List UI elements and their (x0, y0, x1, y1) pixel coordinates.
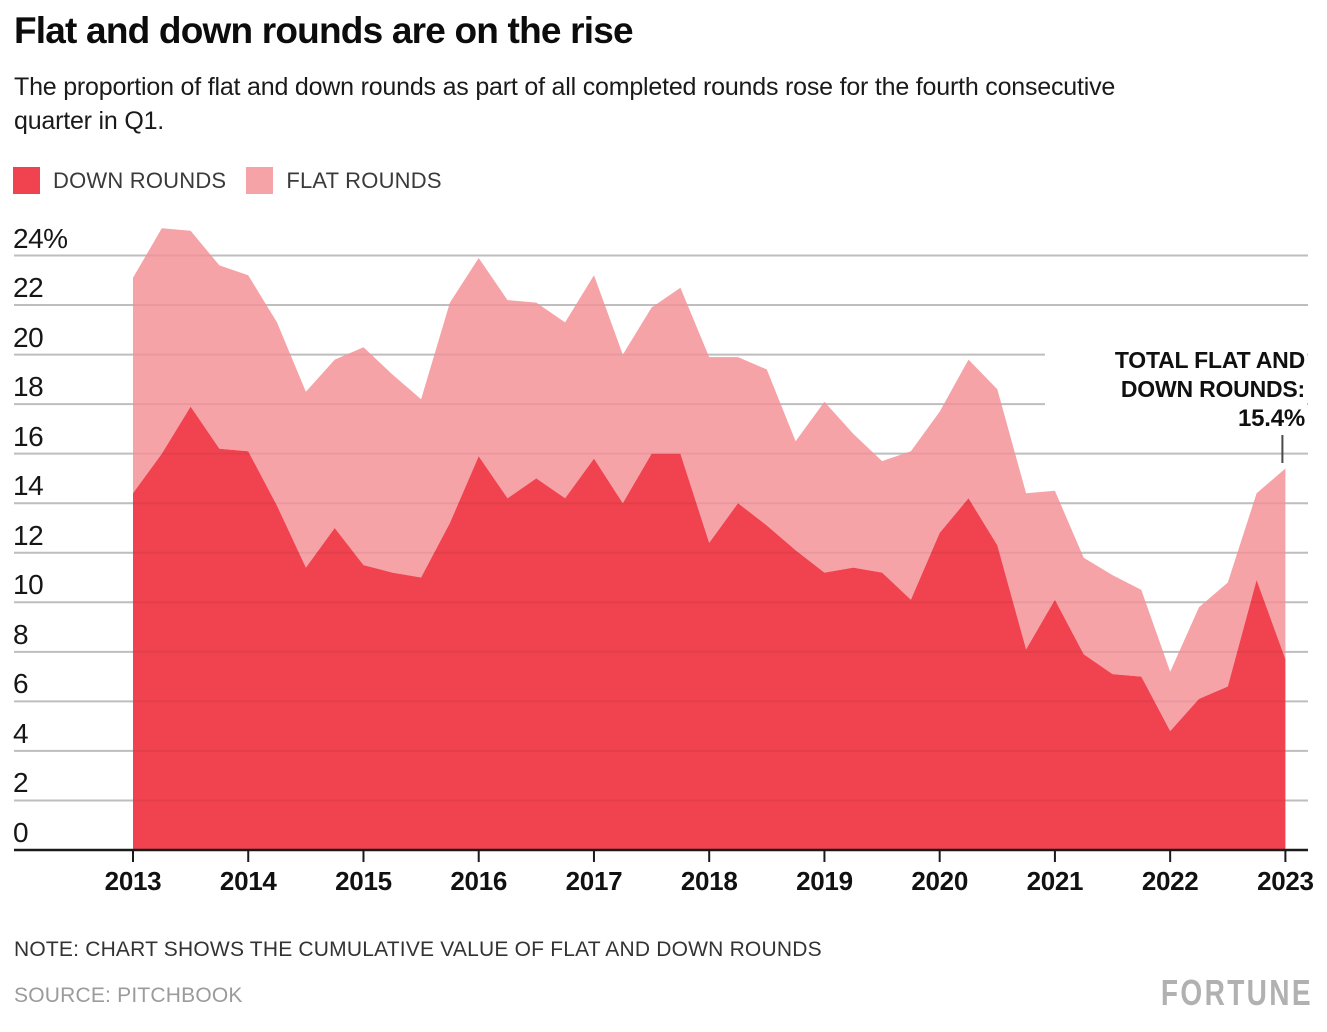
fortune-logo: FORTUNE (1160, 972, 1313, 1013)
legend-item-down-rounds: DOWN ROUNDS (13, 167, 226, 194)
x-tick-label: 2020 (911, 866, 968, 896)
x-tick-label: 2016 (450, 866, 508, 896)
y-tick-label: 12 (13, 519, 44, 551)
y-tick-label: 24% (13, 222, 68, 254)
x-tick-label: 2023 (1257, 866, 1314, 896)
x-tick-label: 2021 (1026, 866, 1084, 896)
legend-label: DOWN ROUNDS (53, 167, 227, 193)
down-rounds-area (133, 406, 1286, 850)
y-tick-label: 6 (13, 668, 29, 700)
x-tick-label: 2022 (1141, 866, 1199, 896)
y-tick-label: 18 (13, 371, 44, 403)
down-rounds-swatch (13, 167, 40, 194)
chart-legend: DOWN ROUNDS FLAT ROUNDS (13, 167, 462, 194)
source-credit: SOURCE: PITCHBOOK (14, 984, 243, 1007)
y-tick-label: 4 (13, 717, 29, 749)
y-tick-label: 22 (13, 272, 44, 304)
y-tick-label: 2 (13, 767, 29, 799)
total-annotation: TOTAL FLAT AND DOWN ROUNDS: 15.4% (1045, 344, 1307, 435)
annotation-line-2: DOWN ROUNDS: (1120, 376, 1305, 402)
annotation-line-1: TOTAL FLAT AND (1114, 347, 1305, 373)
y-tick-label: 14 (13, 470, 44, 502)
y-tick-label: 8 (13, 618, 29, 650)
x-tick-label: 2013 (104, 866, 162, 896)
y-tick-label: 16 (13, 420, 44, 452)
annotation-value: 15.4% (1237, 405, 1305, 432)
x-tick-label: 2019 (796, 866, 853, 896)
x-tick-label: 2014 (219, 866, 277, 896)
footnote: NOTE: CHART SHOWS THE CUMULATIVE VALUE O… (14, 938, 822, 961)
x-tick-label: 2015 (335, 866, 392, 896)
legend-label: FLAT ROUNDS (286, 167, 442, 193)
page-title: Flat and down rounds are on the rise (14, 10, 634, 51)
y-tick-label: 20 (13, 321, 44, 353)
flat-rounds-area (133, 228, 1286, 732)
y-tick-label: 10 (13, 569, 44, 601)
y-tick-label: 0 (13, 817, 29, 848)
x-tick-label: 2017 (565, 866, 623, 896)
x-tick-label: 2018 (680, 866, 738, 896)
legend-item-flat-rounds: FLAT ROUNDS (246, 167, 442, 194)
flat-rounds-swatch (246, 167, 274, 194)
chart-subtitle: The proportion of flat and down rounds a… (14, 73, 1116, 135)
